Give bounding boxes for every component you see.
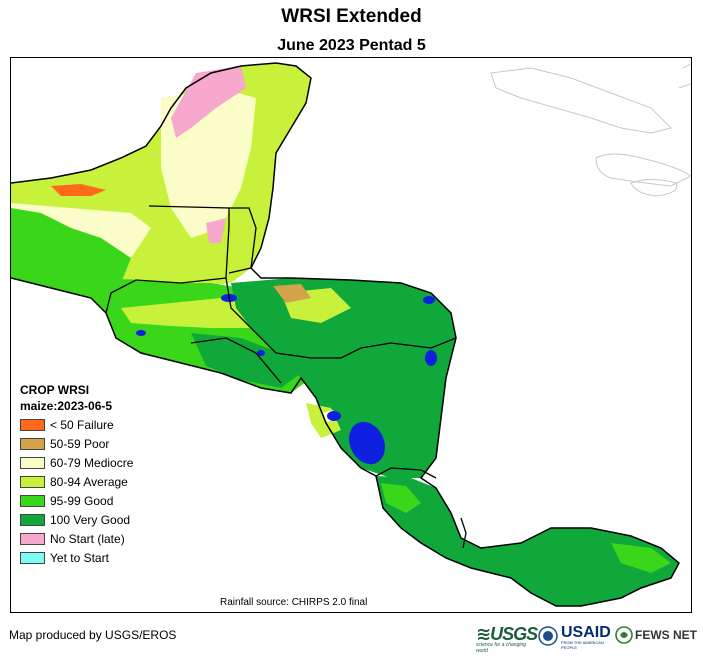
- legend-swatch: [20, 438, 45, 450]
- usaid-wordmark: USAID: [561, 624, 611, 641]
- legend-subtitle: maize:2023-06-5: [20, 399, 113, 413]
- legend-item: 100 Very Good: [20, 511, 130, 530]
- usda-seal-icon: [538, 626, 558, 646]
- legend-item: 60-79 Mediocre: [20, 454, 133, 473]
- legend-item: No Start (late): [20, 530, 125, 549]
- usgs-tagline: science for a changing world: [476, 642, 527, 654]
- mexico-guatemala-border: [105, 205, 230, 314]
- legend-item: < 50 Failure: [20, 416, 114, 435]
- legend-item: 50-59 Poor: [20, 435, 112, 454]
- no-start-patch: [206, 218, 226, 243]
- usaid-tagline: FROM THE AMERICAN PEOPLE: [561, 640, 604, 650]
- panama-good-zone: [611, 543, 671, 573]
- map-frame: [10, 57, 692, 613]
- legend-item: 95-99 Good: [20, 492, 114, 511]
- chiapas-good-zone: [11, 208, 131, 288]
- map-title: WRSI Extended: [281, 6, 422, 27]
- legend-item: Yet to Start: [20, 549, 112, 568]
- lakes: [136, 294, 437, 465]
- el-salvador-border: [190, 337, 282, 384]
- legend-label: 60-79 Mediocre: [50, 456, 134, 470]
- lake-nicaragua: [349, 421, 385, 465]
- fews-globe-icon: [615, 626, 633, 644]
- legend-label: Yet to Start: [50, 551, 109, 565]
- caratasca-lagoon: [425, 350, 437, 366]
- guatemala-average-zone: [121, 298, 261, 328]
- country-borders: [105, 205, 467, 549]
- usgs-logo-text: ≋USGS: [476, 624, 538, 644]
- failure-zone: [51, 184, 106, 196]
- usgs-logo: ≋USGS science for a changing world: [476, 624, 538, 654]
- yucatan-no-start-zone: [171, 66, 246, 138]
- legend-label: 95-99 Good: [50, 494, 114, 508]
- producer-credit: Map produced by USGS/EROS: [9, 628, 177, 642]
- nicaragua-costa-rica-border: [375, 467, 437, 479]
- legend-items: < 50 Failure 50-59 Poor 60-79 Mediocre 80-9…: [20, 416, 133, 568]
- haiti-outline: [595, 153, 691, 187]
- fews-net-logo: FEWS NET: [635, 628, 697, 642]
- legend-label: 100 Very Good: [50, 513, 131, 527]
- legend-swatch: [20, 419, 45, 431]
- legend-item: 80-94 Average: [20, 473, 128, 492]
- rainfall-source: Rainfall source: CHIRPS 2.0 final: [220, 597, 368, 608]
- lagoon-patch: [423, 296, 435, 304]
- usaid-logo: USAID FROM THE AMERICAN PEOPLE: [561, 624, 613, 650]
- legend-swatch: [20, 476, 45, 488]
- costa-rica-good-zone: [381, 483, 421, 513]
- legend-swatch: [20, 495, 45, 507]
- honduras-nicaragua-region: [231, 278, 456, 478]
- legend-label: 50-59 Poor: [50, 437, 110, 451]
- belize-border: [228, 207, 257, 274]
- lake-managua: [327, 411, 341, 421]
- usgs-wordmark: USGS: [490, 624, 538, 644]
- cuba-outline: [490, 67, 672, 134]
- legend-title: CROP WRSI: [20, 383, 90, 397]
- bahamas-outline: [678, 63, 691, 89]
- legend-label: No Start (late): [50, 532, 125, 546]
- costa-rica-panama-border: [460, 517, 467, 549]
- honduras-nicaragua-border: [275, 337, 457, 359]
- wrsi-map: [11, 62, 691, 607]
- legend-swatch: [20, 552, 45, 564]
- legend-swatch: [20, 514, 45, 526]
- legend-label: < 50 Failure: [50, 418, 114, 432]
- jamaica-outline: [630, 179, 678, 197]
- legend: CROP WRSI maize:2023-06-5 < 50 Failure 50…: [20, 382, 133, 568]
- lake-atitlan: [136, 330, 146, 336]
- lake-yojoa: [257, 350, 265, 356]
- guatemala-honduras-border: [225, 277, 277, 354]
- costa-rica-panama-region: [376, 476, 679, 606]
- legend-swatch: [20, 533, 45, 545]
- honduras-poor-zone: [273, 284, 311, 303]
- map-subtitle: June 2023 Pentad 5: [277, 37, 426, 54]
- coastline: [11, 62, 680, 607]
- caribbean-islands: [490, 63, 691, 197]
- legend-swatch: [20, 457, 45, 469]
- legend-label: 80-94 Average: [50, 475, 128, 489]
